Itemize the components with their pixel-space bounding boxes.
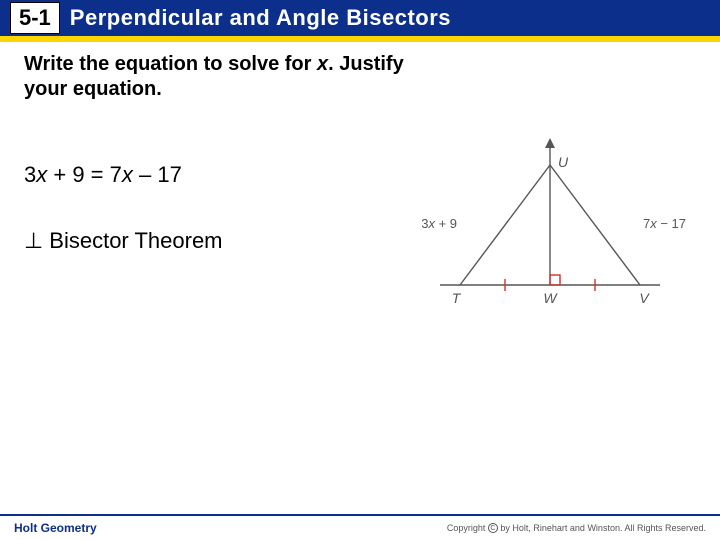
prompt-part-b: . Justify	[328, 53, 404, 75]
copyright-icon: C	[488, 523, 498, 533]
perp-icon: ⊥	[24, 228, 43, 253]
copyright-post: by Holt, Rinehart and Winston. All Right…	[498, 523, 706, 533]
footer: Holt Geometry Copyright C by Holt, Rineh…	[0, 514, 720, 540]
footer-right: Copyright C by Holt, Rinehart and Winsto…	[447, 523, 706, 534]
prompt-text: Write the equation to solve for x. Justi…	[24, 52, 696, 102]
lhs-var: x	[36, 162, 47, 187]
prompt-var: x	[317, 53, 328, 75]
eq-sign: =	[91, 162, 110, 187]
rhs-op: – 17	[133, 162, 182, 187]
rhs-var: x	[122, 162, 133, 187]
svg-text:3x + 9: 3x + 9	[421, 216, 457, 231]
svg-text:T: T	[452, 290, 462, 306]
triangle-figure: UTWV3x + 97x − 17	[420, 135, 680, 335]
copyright-pre: Copyright	[447, 523, 488, 533]
prompt-part-a: Write the equation to solve for	[24, 53, 317, 75]
lhs-op: + 9	[47, 162, 90, 187]
lhs-coef: 3	[24, 162, 36, 187]
footer-left: Holt Geometry	[14, 521, 97, 535]
svg-text:U: U	[558, 154, 569, 170]
justification-text: Bisector Theorem	[43, 228, 222, 253]
header-title: Perpendicular and Angle Bisectors	[70, 5, 451, 31]
prompt-line2: your equation.	[24, 78, 162, 100]
svg-text:W: W	[543, 290, 558, 306]
footer-bar: Holt Geometry Copyright C by Holt, Rineh…	[0, 516, 720, 540]
header-bar: 5-1 Perpendicular and Angle Bisectors	[0, 0, 720, 36]
rhs-coef: 7	[110, 162, 122, 187]
section-number: 5-1	[10, 2, 60, 34]
svg-text:7x − 17: 7x − 17	[643, 216, 686, 231]
svg-text:V: V	[639, 290, 650, 306]
